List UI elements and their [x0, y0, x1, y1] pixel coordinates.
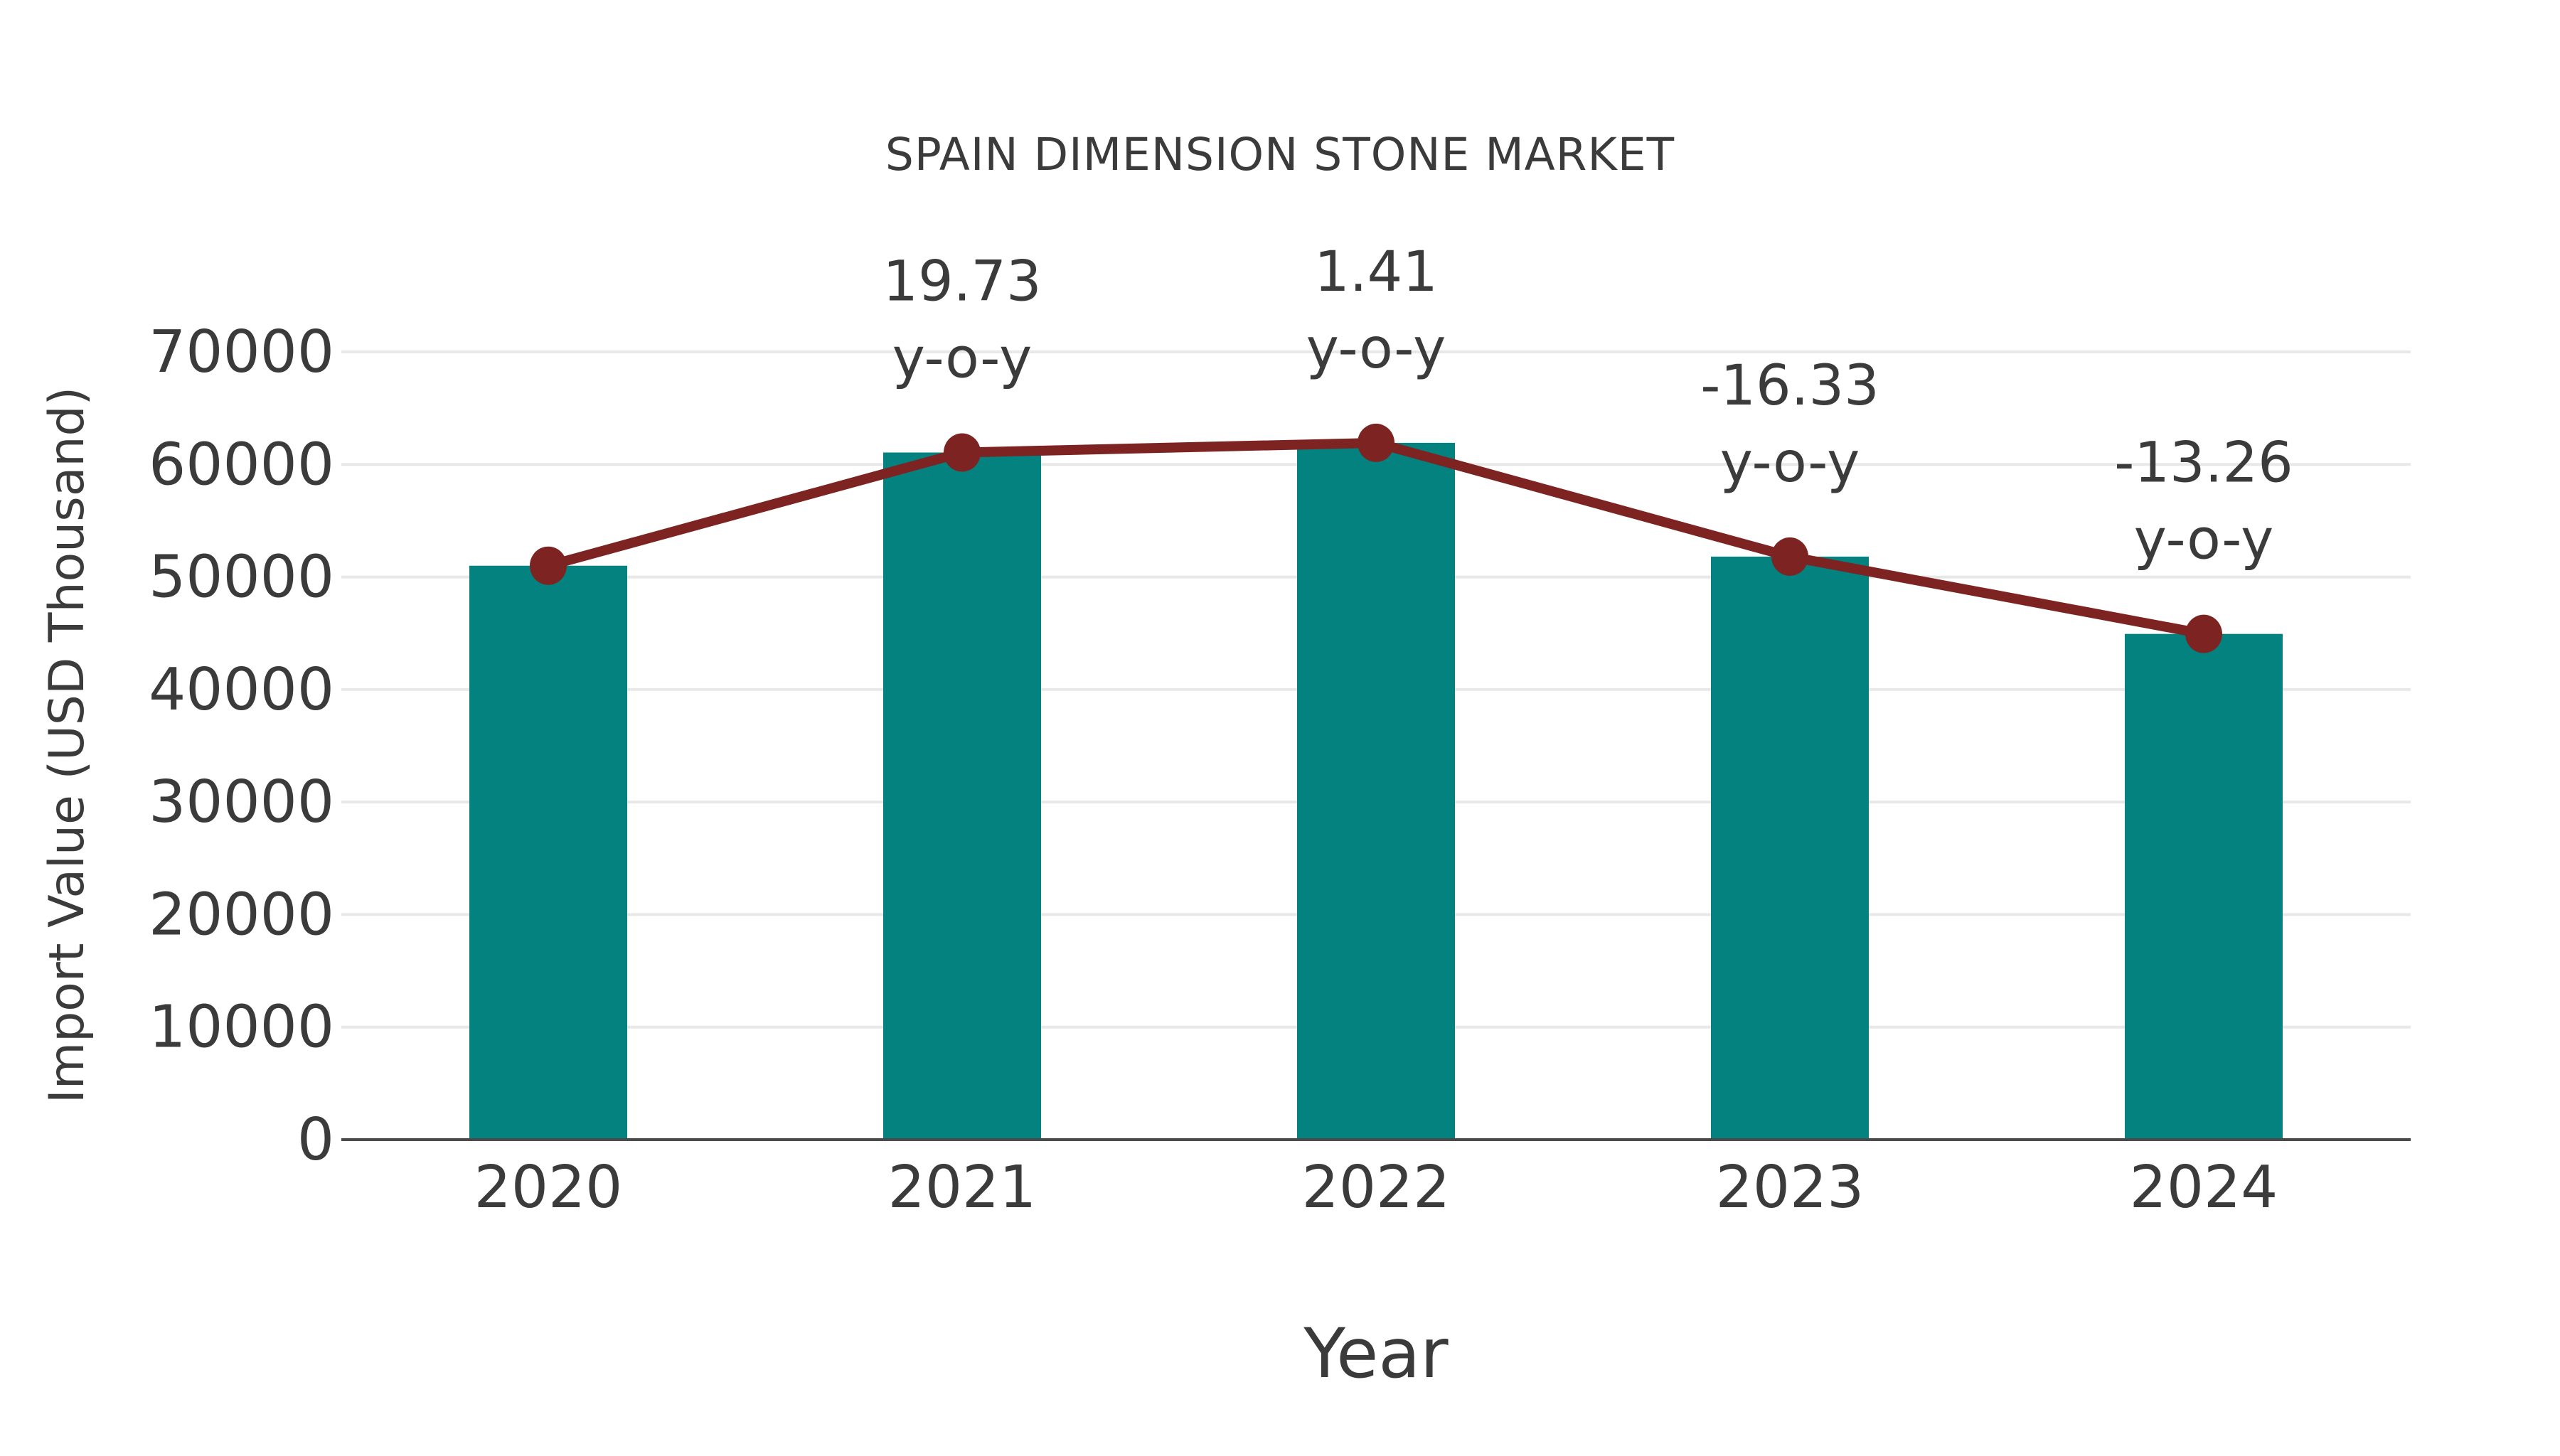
marker-2023 — [1771, 537, 1808, 576]
y-tick-40000: 40000 — [149, 656, 334, 724]
x-tick-2024: 2024 — [2130, 1154, 2278, 1221]
y-tick-70000: 70000 — [149, 318, 334, 386]
y-tick-60000: 60000 — [149, 431, 334, 498]
chart-title: SPAIN DIMENSION STONE MARKET — [885, 129, 1675, 181]
x-tick-2023: 2023 — [1716, 1154, 1865, 1221]
y-tick-labels: 0 10000 20000 30000 40000 50000 60000 70000 — [149, 318, 334, 1174]
x-tick-2021: 2021 — [888, 1154, 1037, 1221]
annotation-unit-2023: y-o-y — [1720, 431, 1860, 495]
annotation-unit-2021: y-o-y — [892, 327, 1033, 391]
x-axis-title: Year — [1303, 1314, 1449, 1393]
x-tick-2020: 2020 — [474, 1154, 623, 1221]
annotation-value-2021: 19.73 — [882, 250, 1041, 314]
annotation-unit-2022: y-o-y — [1306, 317, 1446, 381]
annotation-value-2022: 1.41 — [1314, 240, 1438, 304]
y-tick-0: 0 — [297, 1106, 334, 1174]
marker-2020 — [530, 546, 567, 585]
y-tick-10000: 10000 — [149, 994, 334, 1061]
annotation-unit-2024: y-o-y — [2134, 508, 2274, 572]
bar-series — [469, 442, 2283, 1140]
bar-2021 — [883, 452, 1041, 1140]
bar-2022 — [1297, 442, 1455, 1140]
bar-2023 — [1711, 556, 1869, 1140]
annotation-value-2023: -16.33 — [1700, 354, 1879, 418]
x-tick-labels: 2020 2021 2022 2023 2024 — [474, 1154, 2278, 1221]
bar-2020 — [469, 565, 627, 1140]
marker-2024 — [2185, 614, 2222, 653]
trend-markers — [530, 423, 2222, 653]
annotations: 19.73 y-o-y 1.41 y-o-y -16.33 y-o-y -13.26 y-o-… — [882, 240, 2293, 572]
y-tick-30000: 30000 — [149, 769, 334, 836]
marker-2021 — [944, 433, 981, 472]
y-tick-50000: 50000 — [149, 544, 334, 611]
marker-2022 — [1358, 423, 1394, 462]
annotation-value-2024: -13.26 — [2114, 432, 2293, 496]
x-tick-2022: 2022 — [1302, 1154, 1451, 1221]
y-tick-20000: 20000 — [149, 881, 334, 948]
bar-2024 — [2125, 633, 2283, 1140]
